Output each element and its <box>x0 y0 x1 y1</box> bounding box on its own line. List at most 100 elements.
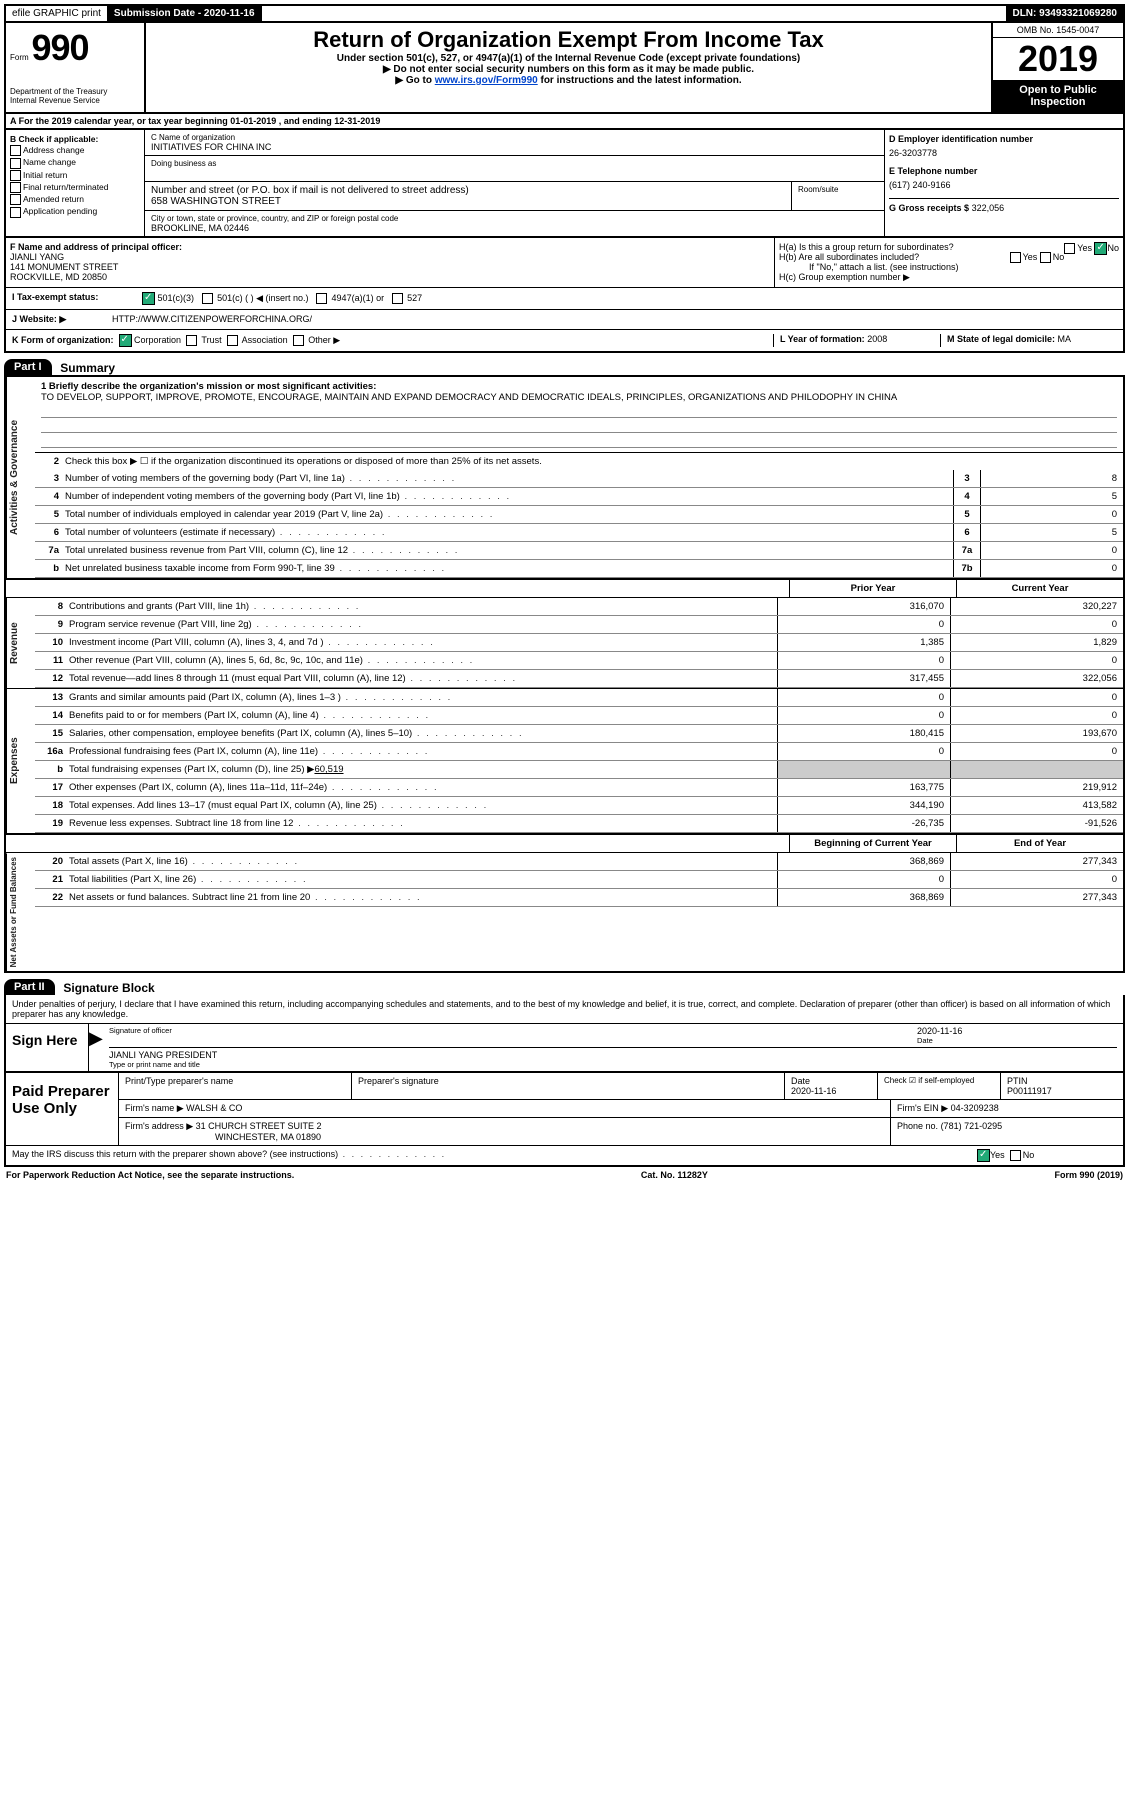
paid-preparer-label: Paid Preparer Use Only <box>6 1073 119 1145</box>
part2-title: Signature Block <box>57 981 154 995</box>
cb-name[interactable]: Name change <box>10 157 140 168</box>
prior-year-h: Prior Year <box>789 580 956 597</box>
cb-pending[interactable]: Application pending <box>10 206 140 217</box>
summary-row: 6Total number of volunteers (estimate if… <box>35 524 1123 542</box>
block-fgh: F Name and address of principal officer:… <box>4 236 1125 288</box>
q2-text: Check this box ▶ ☐ if the organization d… <box>63 453 1123 470</box>
fin-row: 17Other expenses (Part IX, column (A), l… <box>35 779 1123 797</box>
preparer-block: Paid Preparer Use Only Print/Type prepar… <box>4 1073 1125 1167</box>
fin-row: 16aProfessional fundraising fees (Part I… <box>35 743 1123 761</box>
firm-ein: 04-3209238 <box>951 1103 999 1113</box>
governance-tab: Activities & Governance <box>6 377 35 578</box>
penalty-text: Under penalties of perjury, I declare th… <box>6 995 1123 1023</box>
summary-row: bNet unrelated business taxable income f… <box>35 560 1123 578</box>
corp-check[interactable] <box>119 334 132 347</box>
tel-label: E Telephone number <box>889 166 1119 176</box>
org-name: INITIATIVES FOR CHINA INC <box>151 142 878 152</box>
gross-label: G Gross receipts $ <box>889 203 969 213</box>
summary-row: 5Total number of individuals employed in… <box>35 506 1123 524</box>
org-name-label: C Name of organization <box>151 133 878 142</box>
fin-row: 9Program service revenue (Part VIII, lin… <box>35 616 1123 634</box>
org-addr: 658 WASHINGTON STREET <box>151 196 785 207</box>
officer-name-title: JIANLI YANG PRESIDENT <box>109 1050 1117 1060</box>
note1: ▶ Do not enter social security numbers o… <box>150 64 987 75</box>
ein-value: 26-3203778 <box>889 144 1119 166</box>
501c3-check[interactable] <box>142 292 155 305</box>
ein-label: D Employer identification number <box>889 134 1119 144</box>
fin-row: 19Revenue less expenses. Subtract line 1… <box>35 815 1123 833</box>
city-label: City or town, state or province, country… <box>151 214 878 223</box>
paperwork-notice: For Paperwork Reduction Act Notice, see … <box>6 1170 294 1180</box>
ha-no-check[interactable] <box>1094 242 1107 255</box>
expenses-tab: Expenses <box>6 689 35 833</box>
tel-value: (617) 240-9166 <box>889 176 1119 198</box>
topbar: efile GRAPHIC print Submission Date - 20… <box>4 4 1125 23</box>
block-bcde: B Check if applicable: Address change Na… <box>4 130 1125 236</box>
mission-text: TO DEVELOP, SUPPORT, IMPROVE, PROMOTE, E… <box>41 392 1117 403</box>
submission-date: Submission Date - 2020-11-16 <box>108 6 262 21</box>
row-i: I Tax-exempt status: 501(c)(3) 501(c) ( … <box>4 288 1125 310</box>
summary-row: 4Number of independent voting members of… <box>35 488 1123 506</box>
bottom-line: For Paperwork Reduction Act Notice, see … <box>4 1167 1125 1183</box>
gross-value: 322,056 <box>972 203 1005 213</box>
org-city: BROOKLINE, MA 02446 <box>151 223 878 233</box>
cb-amended[interactable]: Amended return <box>10 194 140 205</box>
cb-address[interactable]: Address change <box>10 145 140 156</box>
fin-row: 8Contributions and grants (Part VIII, li… <box>35 598 1123 616</box>
f-label: F Name and address of principal officer: <box>10 242 770 252</box>
q1-label: 1 Briefly describe the organization's mi… <box>41 381 1117 392</box>
form-footer: Form 990 (2019) <box>1054 1170 1123 1180</box>
form-subtitle: Under section 501(c), 527, or 4947(a)(1)… <box>150 53 987 64</box>
end-year-h: End of Year <box>956 835 1123 852</box>
hb-note: If "No," attach a list. (see instruction… <box>779 262 1119 272</box>
part1-header: Part I <box>4 359 52 375</box>
form-number: 990 <box>31 27 88 68</box>
website-url[interactable]: HTTP://WWW.CITIZENPOWERFORCHINA.ORG/ <box>112 314 312 325</box>
fin-row: 10Investment income (Part VIII, column (… <box>35 634 1123 652</box>
firm-addr2: WINCHESTER, MA 01890 <box>125 1132 884 1142</box>
firm-addr1: 31 CHURCH STREET SUITE 2 <box>196 1121 322 1131</box>
dln: DLN: 93493321069280 <box>1006 6 1123 21</box>
fin-row: 21Total liabilities (Part X, line 26)00 <box>35 871 1123 889</box>
form-header: Form 990 Department of the Treasury Inte… <box>4 23 1125 114</box>
sign-here-label: Sign Here <box>6 1024 89 1071</box>
fin-row: 14Benefits paid to or for members (Part … <box>35 707 1123 725</box>
officer-addr2: ROCKVILLE, MD 20850 <box>10 272 770 282</box>
net-header: Beginning of Current Year End of Year <box>6 833 1123 853</box>
irs-link[interactable]: www.irs.gov/Form990 <box>435 75 538 86</box>
fin-row: 13Grants and similar amounts paid (Part … <box>35 689 1123 707</box>
beg-year-h: Beginning of Current Year <box>789 835 956 852</box>
addr-label: Number and street (or P.O. box if mail i… <box>151 185 785 196</box>
discuss-yes-check[interactable] <box>977 1149 990 1162</box>
summary-row: 3Number of voting members of the governi… <box>35 470 1123 488</box>
firm-name: WALSH & CO <box>186 1103 242 1113</box>
summary-row: 7aTotal unrelated business revenue from … <box>35 542 1123 560</box>
arrow-icon: ▶ <box>89 1024 103 1071</box>
fin-row: 15Salaries, other compensation, employee… <box>35 725 1123 743</box>
fin-row: 18Total expenses. Add lines 13–17 (must … <box>35 797 1123 815</box>
note2: ▶ Go to www.irs.gov/Form990 for instruct… <box>150 75 987 86</box>
part2-header: Part II <box>4 979 55 995</box>
row-16b: b Total fundraising expenses (Part IX, c… <box>35 761 1123 779</box>
open-public: Open to Public Inspection <box>993 80 1123 112</box>
fin-row: 22Net assets or fund balances. Subtract … <box>35 889 1123 907</box>
sig-officer-lbl: Signature of officer <box>109 1026 917 1035</box>
cb-final[interactable]: Final return/terminated <box>10 182 140 193</box>
form-prefix: Form <box>10 53 29 62</box>
row-a: A For the 2019 calendar year, or tax yea… <box>4 114 1125 130</box>
revenue-tab: Revenue <box>6 598 35 688</box>
sig-date: 2020-11-16 <box>917 1026 1117 1036</box>
firm-phone: (781) 721-0295 <box>941 1121 1003 1131</box>
fin-row: 20Total assets (Part X, line 16)368,8692… <box>35 853 1123 871</box>
cat-no: Cat. No. 11282Y <box>641 1170 708 1180</box>
hc-line: H(c) Group exemption number ▶ <box>779 272 1119 283</box>
officer-addr1: 141 MONUMENT STREET <box>10 262 770 272</box>
signature-block: Under penalties of perjury, I declare th… <box>4 995 1125 1073</box>
dept2: Internal Revenue Service <box>10 96 140 105</box>
row-j: J Website: ▶ HTTP://WWW.CITIZENPOWERFORC… <box>4 310 1125 330</box>
self-employed-check[interactable]: Check ☑ if self-employed <box>878 1073 1001 1099</box>
cb-initial[interactable]: Initial return <box>10 170 140 181</box>
dept1: Department of the Treasury <box>10 87 140 96</box>
current-year-h: Current Year <box>956 580 1123 597</box>
dba-label: Doing business as <box>151 159 878 168</box>
